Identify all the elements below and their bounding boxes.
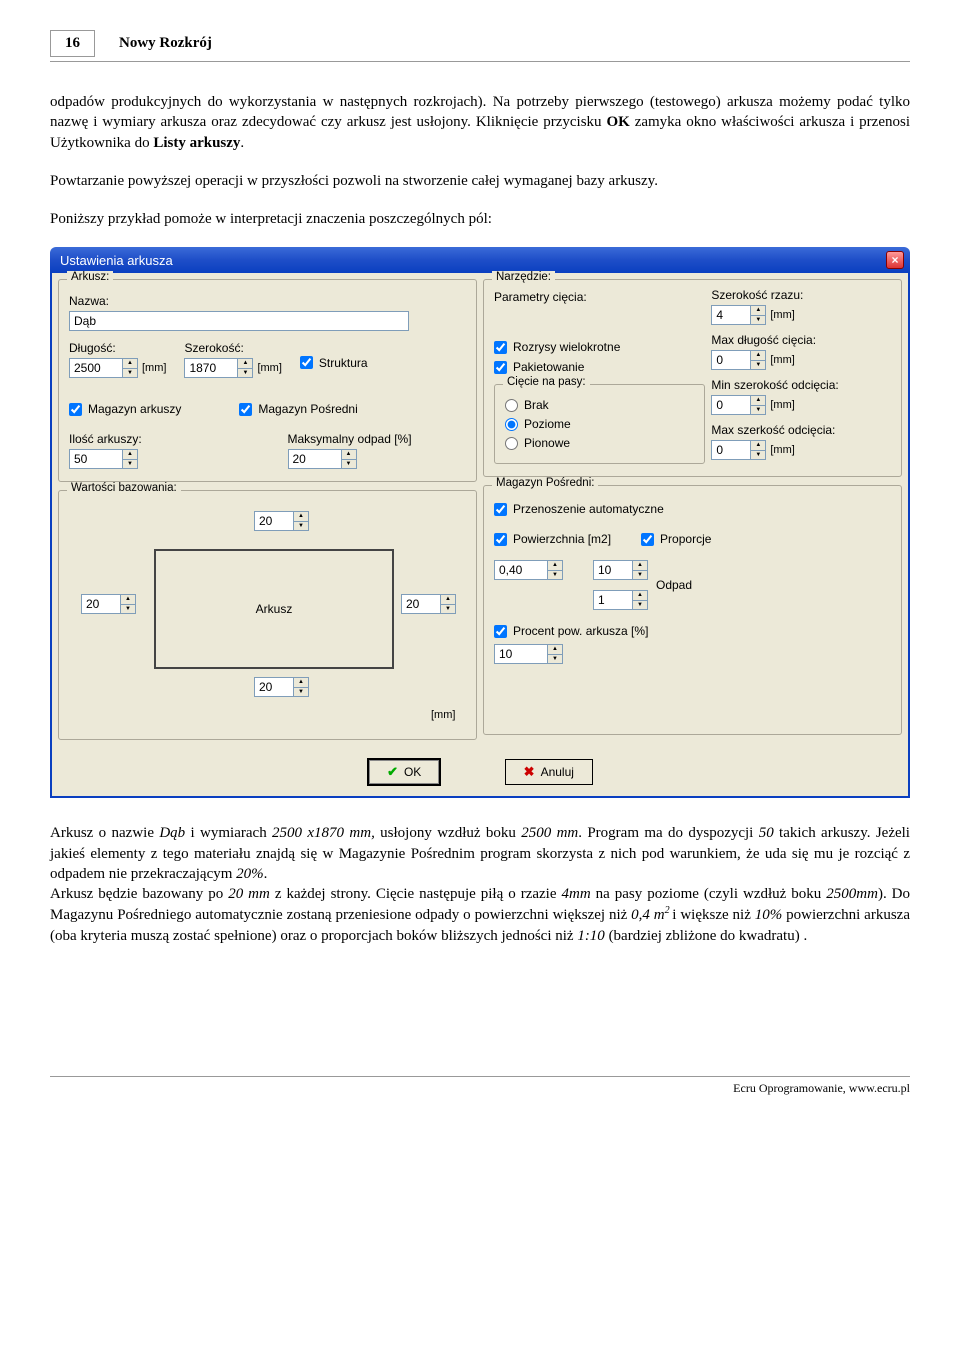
paragraph-below-1: Arkusz o nazwie Dąb i wymiarach 2500 x18…: [50, 823, 910, 946]
group-narzedzie: Narzędzie: Parametry cięcia: Rozrysy wie…: [483, 279, 902, 477]
check-icon: ✔: [387, 764, 398, 780]
input-szerokosc[interactable]: 1870: [184, 358, 238, 378]
subgroup-ciecie: Cięcie na pasy: Brak Poziome Pionowe: [494, 384, 705, 464]
ok-button[interactable]: ✔OK: [367, 758, 441, 786]
label-minsz: Min szerokość odcięcia:: [711, 378, 891, 392]
spinner-baz-left[interactable]: ▲▼: [121, 594, 136, 614]
page-title: Nowy Rozkrój: [119, 35, 212, 52]
input-baz-right[interactable]: 20: [401, 594, 441, 614]
input-procent[interactable]: 10: [494, 644, 548, 664]
input-prop-a[interactable]: 10: [593, 560, 633, 580]
titlebar: Ustawienia arkusza ×: [50, 247, 910, 273]
spinner-maxodpad[interactable]: ▲▼: [342, 449, 357, 469]
spinner-baz-right[interactable]: ▲▼: [441, 594, 456, 614]
close-icon[interactable]: ×: [886, 251, 904, 269]
spinner-maxsz[interactable]: ▲▼: [751, 440, 766, 460]
checkbox-rozrysy[interactable]: Rozrysy wielokrotne: [494, 340, 705, 354]
input-pow[interactable]: 0,40: [494, 560, 548, 580]
radio-poziome[interactable]: Poziome: [505, 417, 694, 431]
page-number: 16: [50, 30, 95, 57]
legend-narzedzie: Narzędzie:: [492, 271, 555, 283]
dialog-window: Ustawienia arkusza × Arkusz: Nazwa: Dąb: [50, 247, 910, 798]
spinner-szerokosc[interactable]: ▲▼: [238, 358, 253, 378]
label-maxsz: Max szerkość odcięcia:: [711, 423, 891, 437]
label-nazwa: Nazwa:: [69, 294, 466, 308]
label-odpad: Odpad: [656, 578, 692, 592]
checkbox-pakietowanie[interactable]: Pakietowanie: [494, 360, 705, 374]
group-magazyn-posredni: Magazyn Pośredni: Przenoszenie automatyc…: [483, 485, 902, 735]
spinner-rzaz[interactable]: ▲▼: [751, 305, 766, 325]
legend-arkusz: Arkusz:: [67, 271, 113, 283]
spinner-prop-a[interactable]: ▲▼: [633, 560, 648, 580]
paragraph-2: Powtarzanie powyższej operacji w przyszł…: [50, 171, 910, 191]
input-prop-b[interactable]: 1: [593, 590, 633, 610]
checkbox-proporcje[interactable]: Proporcje: [641, 532, 711, 546]
checkbox-mag-arkuszy[interactable]: Magazyn arkuszy: [69, 402, 181, 416]
paragraph-1: odpadów produkcyjnych do wykorzystania w…: [50, 92, 910, 153]
checkbox-auto[interactable]: Przenoszenie automatyczne: [494, 502, 891, 516]
input-ilosc[interactable]: 50: [69, 449, 123, 469]
legend-ciecie: Cięcie na pasy:: [503, 376, 590, 388]
label-szerokosc: Szerokość:: [184, 341, 281, 355]
spinner-dlugosc[interactable]: ▲▼: [123, 358, 138, 378]
window-title: Ustawienia arkusza: [60, 253, 173, 268]
input-maxdl[interactable]: 0: [711, 350, 751, 370]
input-nazwa[interactable]: Dąb: [69, 311, 409, 331]
input-minsz[interactable]: 0: [711, 395, 751, 415]
label-maxodpad: Maksymalny odpad [%]: [288, 432, 467, 446]
spinner-baz-top[interactable]: ▲▼: [294, 511, 309, 531]
input-baz-bottom[interactable]: 20: [254, 677, 294, 697]
label-maxdl: Max długość cięcia:: [711, 333, 891, 347]
label-baz-unit: [mm]: [431, 709, 455, 721]
legend-bazowanie: Wartości bazowania:: [67, 482, 181, 494]
checkbox-mag-posredni[interactable]: Magazyn Pośredni: [239, 402, 357, 416]
label-param-ciecia: Parametry cięcia:: [494, 290, 705, 304]
legend-magpos: Magazyn Pośredni:: [492, 477, 598, 489]
input-baz-left[interactable]: 20: [81, 594, 121, 614]
cancel-button[interactable]: ✖Anuluj: [505, 759, 593, 785]
radio-brak[interactable]: Brak: [505, 398, 694, 412]
paragraph-3: Poniższy przykład pomoże w interpretacji…: [50, 209, 910, 229]
spinner-ilosc[interactable]: ▲▼: [123, 449, 138, 469]
input-rzaz[interactable]: 4: [711, 305, 751, 325]
spinner-pow[interactable]: ▲▼: [548, 560, 563, 580]
group-bazowanie: Wartości bazowania: 20 ▲▼ 20 ▲▼ Arkusz: [58, 490, 477, 740]
spinner-prop-b[interactable]: ▲▼: [633, 590, 648, 610]
input-dlugosc[interactable]: 2500: [69, 358, 123, 378]
page-footer: Ecru Oprogramowanie, www.ecru.pl: [50, 1076, 910, 1096]
group-arkusz: Arkusz: Nazwa: Dąb Długość: 2500: [58, 279, 477, 482]
radio-pionowe[interactable]: Pionowe: [505, 436, 694, 450]
checkbox-powierzchnia[interactable]: Powierzchnia [m2]: [494, 532, 611, 546]
label-dlugosc: Długość:: [69, 341, 166, 355]
spinner-procent[interactable]: ▲▼: [548, 644, 563, 664]
input-maxodpad[interactable]: 20: [288, 449, 342, 469]
spinner-maxdl[interactable]: ▲▼: [751, 350, 766, 370]
checkbox-procent[interactable]: Procent pow. arkusza [%]: [494, 624, 891, 638]
label-ilosc: Ilość arkuszy:: [69, 432, 248, 446]
spinner-minsz[interactable]: ▲▼: [751, 395, 766, 415]
x-icon: ✖: [524, 764, 535, 780]
checkbox-struktura[interactable]: Struktura: [300, 356, 368, 370]
spinner-baz-bottom[interactable]: ▲▼: [294, 677, 309, 697]
label-rzaz: Szerokość rzazu:: [711, 288, 891, 302]
input-maxsz[interactable]: 0: [711, 440, 751, 460]
page-header: 16 Nowy Rozkrój: [50, 30, 910, 62]
diagram-arkusz: Arkusz: [154, 549, 394, 669]
input-baz-top[interactable]: 20: [254, 511, 294, 531]
